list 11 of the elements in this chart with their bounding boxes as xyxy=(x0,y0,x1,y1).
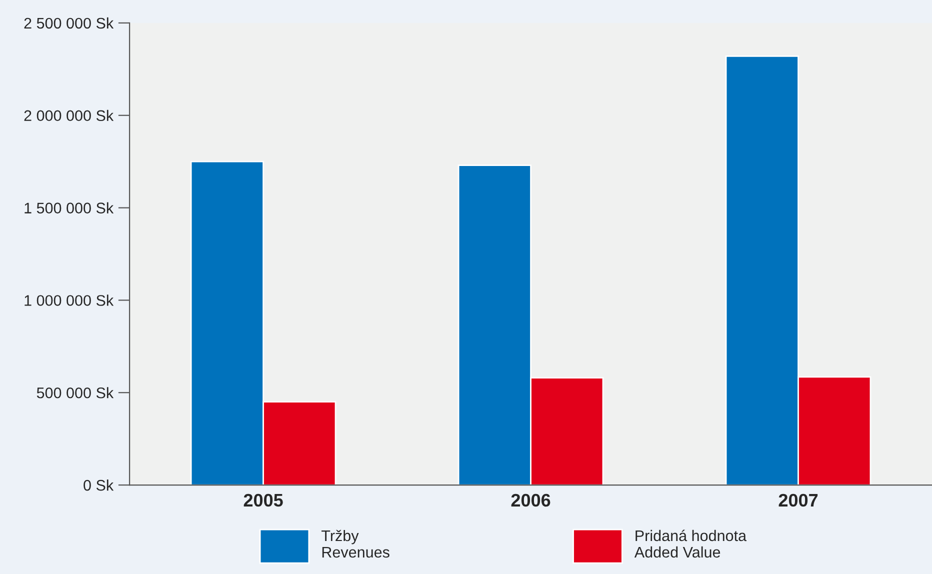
legend-label: Tržby Revenues xyxy=(322,530,390,558)
x-tick-label: 2005 xyxy=(244,494,283,507)
y-tick-label: 1 500 000 Sk xyxy=(24,202,114,214)
y-tick-label: 0 Sk xyxy=(84,479,114,491)
x-tick-label: 2006 xyxy=(511,494,550,507)
y-tick-label: 2 000 000 Sk xyxy=(24,110,114,122)
legend-label: Pridaná hodnota Added Value xyxy=(634,530,747,558)
x-tick-label: 2007 xyxy=(778,494,818,507)
y-tick-label: 1 000 000 Sk xyxy=(24,294,114,306)
y-tick-label: 2 500 000 Sk xyxy=(24,17,114,29)
y-tick-label: 500 000 Sk xyxy=(36,387,114,398)
